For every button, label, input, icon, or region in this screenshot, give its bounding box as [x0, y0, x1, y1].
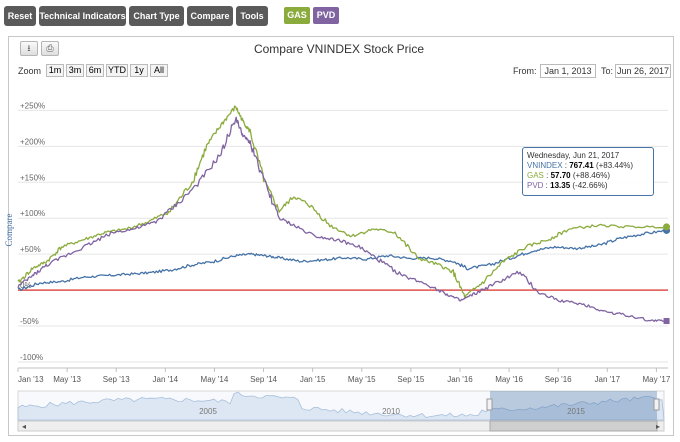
- tooltip-value: 13.35: [550, 181, 571, 190]
- x-tick-label: Jan '16: [447, 375, 473, 384]
- print-icon[interactable]: ⎙: [41, 41, 59, 56]
- zoom-ytd-button[interactable]: YTD: [106, 64, 128, 77]
- navigator-year-label: 2010: [382, 407, 400, 416]
- tooltip-name: VNINDEX: [527, 161, 563, 170]
- chart-title: Compare VNINDEX Stock Price: [253, 42, 425, 56]
- zoom-1y-button[interactable]: 1y: [130, 64, 148, 77]
- navigator-handle-right: [653, 398, 660, 411]
- tooltip-row-vnindex: VNINDEX : 767.41 (+83.44%): [527, 161, 634, 170]
- from-date-input[interactable]: Jan 1, 2013: [540, 64, 596, 78]
- y-tick-label: +200%: [20, 137, 45, 146]
- x-tick-label: May '15: [348, 375, 376, 384]
- tooltip-change: (+83.44%): [595, 161, 634, 170]
- x-tick-label: May '17: [643, 375, 671, 384]
- x-tick-label: Jan '13: [18, 375, 44, 384]
- y-tick-label: -50%: [20, 317, 39, 326]
- compare-tag-gas[interactable]: GAS: [284, 7, 310, 24]
- download-icon[interactable]: ⭳: [20, 41, 38, 56]
- tooltip-change: (-42.66%): [572, 181, 608, 190]
- x-tick-label: Jan '14: [153, 375, 179, 384]
- tooltip-value: 57.70: [550, 171, 571, 180]
- from-label: From:: [513, 66, 537, 76]
- to-label: To:: [601, 66, 614, 76]
- x-tick-label: May '14: [201, 375, 229, 384]
- scrollbar-thumb: [489, 420, 658, 432]
- series-end-marker-pvd: [663, 318, 670, 325]
- y-tick-label: +150%: [20, 173, 45, 182]
- tooltip-date: Wednesday, Jun 21, 2017: [527, 151, 620, 160]
- x-tick-label: Sep '13: [103, 375, 130, 384]
- zoom-all-button[interactable]: All: [150, 64, 168, 77]
- series-end-marker-gas: [663, 223, 671, 231]
- tooltip-row-pvd: PVD : 13.35 (-42.66%): [527, 181, 608, 190]
- zoom-label: Zoom: [18, 66, 42, 76]
- navigator-handle-left: [486, 398, 493, 411]
- tooltip: Wednesday, Jun 21, 2017 VNINDEX : 767.41…: [522, 147, 654, 196]
- tooltip-name: GAS: [527, 171, 544, 180]
- navigator-series: [17, 391, 665, 421]
- y-axis-title: Compare: [4, 214, 14, 247]
- tooltip-name: PVD: [527, 181, 544, 190]
- navigator-year-label: 2005: [199, 407, 217, 416]
- x-tick-label: Jan '15: [300, 375, 326, 384]
- scroll-left-arrow-icon: ◂: [22, 422, 26, 431]
- y-tick-label: -100%: [20, 353, 43, 362]
- to-date-input[interactable]: Jun 26, 2017: [615, 64, 671, 78]
- y-tick-label: +50%: [20, 245, 41, 254]
- compare-tag-pvd[interactable]: PVD: [313, 7, 339, 24]
- technical-indicators-button[interactable]: Technical Indicators: [39, 6, 126, 26]
- tools-button[interactable]: Tools: [236, 6, 268, 26]
- scrollbar-track: [17, 420, 665, 432]
- tooltip-row-gas: GAS : 57.70 (+88.46%): [527, 171, 610, 180]
- y-tick-label: +250%: [20, 101, 45, 110]
- series-line-vnindex: [17, 229, 667, 292]
- chart-type-button[interactable]: Chart Type: [129, 6, 184, 26]
- series-line-pvd: [17, 116, 667, 323]
- scroll-right-arrow-icon: ▸: [656, 422, 660, 431]
- tooltip-change: (+88.46%): [572, 171, 610, 180]
- x-tick-label: May '13: [53, 375, 81, 384]
- x-tick-label: Sep '16: [545, 375, 572, 384]
- zoom-1m-button[interactable]: 1m: [46, 64, 64, 77]
- x-tick-label: Jan '17: [595, 375, 621, 384]
- y-tick-label: +100%: [20, 209, 45, 218]
- x-tick-label: Sep '15: [397, 375, 424, 384]
- y-tick-label: 0%: [20, 281, 32, 290]
- tooltip-value: 767.41: [569, 161, 594, 170]
- x-tick-label: May '16: [495, 375, 523, 384]
- chart-panel: ⭳ ⎙ Compare VNINDEX Stock Price Zoom 1m …: [8, 36, 674, 436]
- zoom-6m-button[interactable]: 6m: [86, 64, 104, 77]
- series-line-gas: [17, 105, 667, 300]
- compare-button[interactable]: Compare: [187, 6, 233, 26]
- zoom-3m-button[interactable]: 3m: [66, 64, 84, 77]
- navigator-selection: [490, 391, 657, 420]
- x-tick-label: Sep '14: [250, 375, 277, 384]
- reset-button[interactable]: Reset: [4, 6, 36, 26]
- navigator-year-label: 2015: [567, 407, 585, 416]
